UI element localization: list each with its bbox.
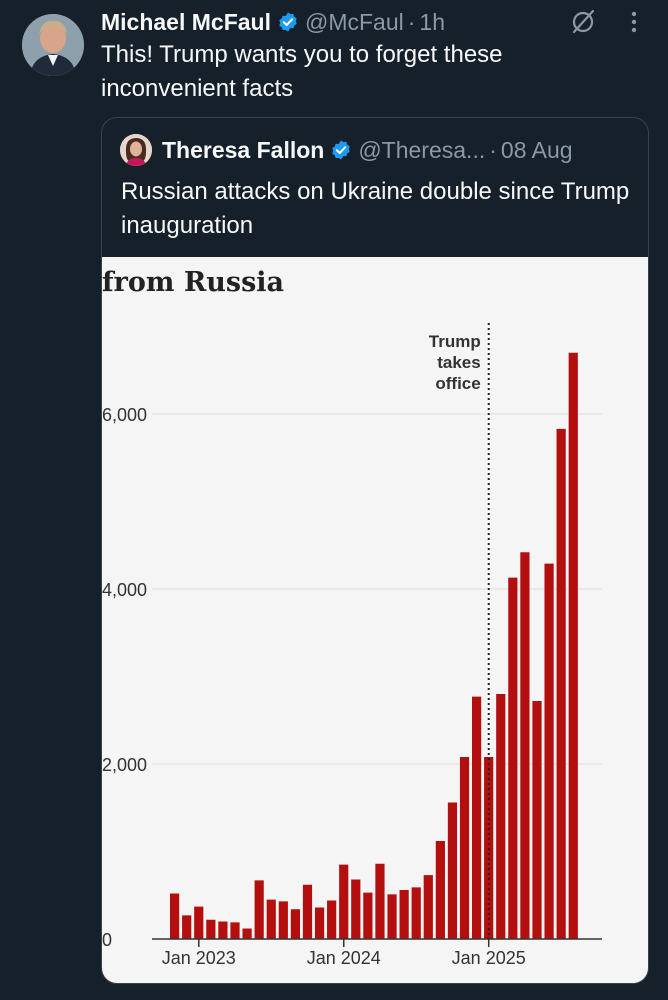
bar xyxy=(182,915,192,939)
y-tick-label: 0 xyxy=(102,930,112,950)
bar xyxy=(496,694,506,939)
dot-separator: · xyxy=(489,136,497,163)
author-avatar[interactable] xyxy=(22,14,84,76)
bar xyxy=(339,864,349,939)
bar xyxy=(230,922,240,939)
x-tick-label: Jan 2023 xyxy=(162,948,236,968)
quote-avatar[interactable] xyxy=(120,134,152,166)
vertical-dots-icon[interactable] xyxy=(622,8,646,36)
verified-badge-icon xyxy=(279,12,297,32)
bar xyxy=(520,552,530,939)
x-tick-label: Jan 2025 xyxy=(452,948,526,968)
bar xyxy=(327,900,337,939)
quote-text: Russian attacks on Ukraine double since … xyxy=(121,178,630,239)
bar xyxy=(472,696,482,939)
bar xyxy=(351,879,361,939)
bar xyxy=(375,863,385,939)
bar xyxy=(387,894,397,939)
quoted-tweet[interactable]: Theresa Fallon @Theresa... · 08 Aug Russ… xyxy=(101,117,649,984)
bar-chart: from Russia 0 2,000 4,000 6,000 Jan 2023 Jan … xyxy=(102,257,648,968)
quote-author-handle[interactable]: @Theresa... xyxy=(358,136,486,163)
y-tick-label: 2,000 xyxy=(102,755,147,775)
x-tick-label: Jan 2024 xyxy=(307,948,381,968)
bar xyxy=(532,701,542,939)
bar xyxy=(423,875,433,939)
bar xyxy=(278,901,288,939)
bar xyxy=(363,892,373,939)
bar xyxy=(218,921,228,939)
quote-author-name[interactable]: Theresa Fallon xyxy=(162,136,325,163)
bar xyxy=(435,841,445,939)
bar xyxy=(254,880,264,939)
tweet-header: Michael McFaul @McFaul · 1h xyxy=(101,6,668,38)
verified-badge-icon xyxy=(332,140,351,160)
author-handle[interactable]: @McFaul xyxy=(304,8,404,35)
annotation-label: takes xyxy=(437,353,480,372)
slashed-circle-icon[interactable] xyxy=(568,6,598,36)
bar xyxy=(399,890,409,939)
profile-photo-icon xyxy=(22,14,84,76)
chart-title: from Russia xyxy=(102,267,284,298)
bar xyxy=(242,928,252,939)
annotation-label: Trump xyxy=(429,332,481,351)
bar xyxy=(447,802,458,939)
bar xyxy=(556,428,566,939)
bar xyxy=(568,352,578,939)
tweet-text: This! Trump wants you to forget these in… xyxy=(101,41,503,102)
bar xyxy=(411,887,421,939)
y-tick-label: 4,000 xyxy=(102,580,147,600)
bar xyxy=(266,899,276,939)
profile-photo-icon xyxy=(120,134,152,166)
quote-date[interactable]: 08 Aug xyxy=(500,136,573,163)
bar xyxy=(290,909,300,939)
bar xyxy=(194,906,204,939)
tweet-time[interactable]: 1h xyxy=(419,8,445,35)
bar xyxy=(508,577,518,939)
bar xyxy=(170,893,180,939)
dot-separator: · xyxy=(407,8,416,35)
bar xyxy=(459,757,470,939)
y-tick-label: 6,000 xyxy=(102,405,147,425)
bar xyxy=(544,563,554,939)
quote-header: Theresa Fallon @Theresa... · 08 Aug xyxy=(120,134,634,166)
annotation-label: office xyxy=(435,374,480,393)
author-name[interactable]: Michael McFaul xyxy=(101,8,271,35)
bar xyxy=(302,884,313,939)
bar xyxy=(206,919,216,939)
bar xyxy=(314,907,325,939)
chart-image[interactable]: from Russia 0 2,000 4,000 6,000 Jan 2023 Jan … xyxy=(102,257,648,983)
